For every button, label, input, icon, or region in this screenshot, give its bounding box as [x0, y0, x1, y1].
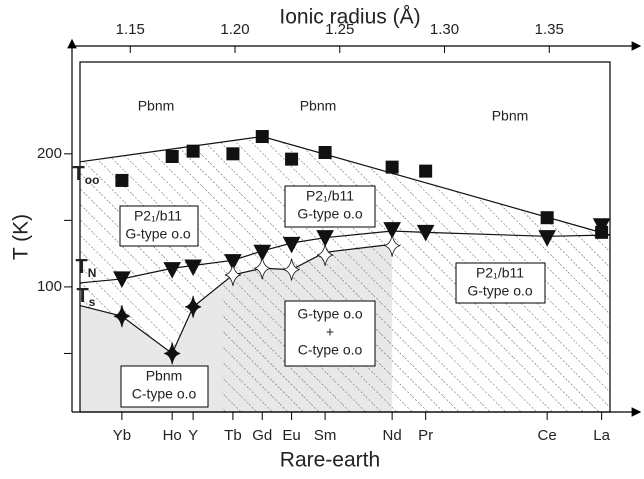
square-marker: [186, 144, 200, 158]
annotation-text: +: [326, 324, 334, 340]
square-marker: [385, 160, 399, 174]
square-marker: [540, 211, 554, 225]
subscript: oo: [85, 173, 100, 187]
triangle-marker: [316, 230, 334, 247]
star-marker: [384, 234, 401, 257]
annotation-box: [120, 365, 209, 408]
y-tick-label: 200: [37, 145, 62, 162]
top-axis-title: Ionic radius (Å): [279, 6, 420, 29]
label: T: [73, 163, 85, 185]
triangle-marker: [224, 254, 242, 271]
annotation-text: Pbnm: [492, 108, 529, 124]
x-tick-label: Nd: [383, 427, 402, 444]
star-marker: [254, 257, 271, 280]
boundary-label: Ts: [77, 285, 96, 309]
annotation-text: Pbnm: [300, 98, 337, 114]
boundary-label: Too: [73, 163, 100, 187]
annotation-text: Pbnm: [138, 98, 175, 114]
annotation-text: C-type o.o: [132, 386, 197, 402]
x-tick-label: Yb: [113, 427, 131, 444]
star-marker: [316, 243, 334, 267]
square-marker: [115, 173, 129, 187]
annotation-box: [119, 205, 199, 247]
x-tick-label: Ho: [163, 427, 182, 444]
annotation-box: [284, 185, 376, 228]
x-tick-label: Tb: [224, 427, 242, 444]
x-tick-label: Y: [188, 427, 198, 444]
annotation-text: P2₁/b11: [306, 188, 354, 204]
subscript: N: [88, 266, 97, 280]
boundary-label: TN: [76, 256, 97, 280]
star-marker: [283, 258, 300, 281]
star-marker: [164, 342, 181, 365]
triangle-marker: [383, 222, 401, 239]
triangle-marker: [416, 224, 435, 242]
annotation-text: P2₁/b11: [134, 208, 182, 224]
annotation-box: [284, 300, 376, 367]
square-marker: [165, 149, 179, 163]
annotation-text: G-type o.o: [467, 283, 533, 299]
x-tick-label: La: [593, 427, 610, 444]
annotation-text: Pbnm: [146, 368, 183, 384]
x-tick-label: Pr: [418, 427, 433, 444]
top-tick-label: 1.15: [116, 21, 145, 38]
annotation-text: G-type o.o: [125, 226, 191, 242]
triangle-marker: [113, 271, 131, 288]
foreground: 1.15 1.20 1.25 1.30 1.35 100 200 Yb Ho Y Tb Gd Eu Sm N…: [37, 21, 611, 444]
top-tick-label: 1.25: [325, 21, 354, 38]
square-marker: [226, 147, 240, 161]
label: T: [77, 285, 89, 307]
subscript: s: [89, 295, 96, 309]
top-tick-label: 1.35: [535, 21, 564, 38]
square-marker: [318, 145, 332, 159]
x-tick-label: Eu: [282, 427, 300, 444]
star-marker: [113, 305, 131, 328]
triangle-marker: [163, 262, 182, 279]
triangle-marker: [253, 244, 272, 262]
y-axis-title: T (K): [10, 214, 33, 260]
triangle-marker: [184, 259, 202, 277]
triangle-marker: [282, 236, 301, 254]
x-tick-label: Ce: [538, 427, 557, 444]
annotation-text: P2₁/b11: [476, 265, 524, 281]
label: T: [76, 256, 88, 278]
top-tick-label: 1.30: [430, 21, 459, 38]
annotation-text: C-type o.o: [298, 342, 363, 358]
top-tick-label: 1.20: [220, 21, 249, 38]
x-axis-title: Rare-earth: [280, 449, 380, 472]
square-marker: [285, 152, 299, 166]
triangle-marker: [538, 230, 556, 247]
annotation-box: [455, 262, 546, 304]
star-marker: [224, 263, 242, 286]
triangle-marker: [592, 218, 611, 235]
x-tick-label: Gd: [252, 427, 272, 444]
x-tick-label: Sm: [314, 427, 337, 444]
y-tick-label: 100: [37, 278, 62, 295]
annotation-text: G-type o.o: [297, 306, 363, 322]
square-marker: [255, 130, 269, 144]
star-marker: [185, 295, 202, 318]
square-marker: [419, 164, 433, 178]
annotation-text: G-type o.o: [297, 206, 363, 222]
